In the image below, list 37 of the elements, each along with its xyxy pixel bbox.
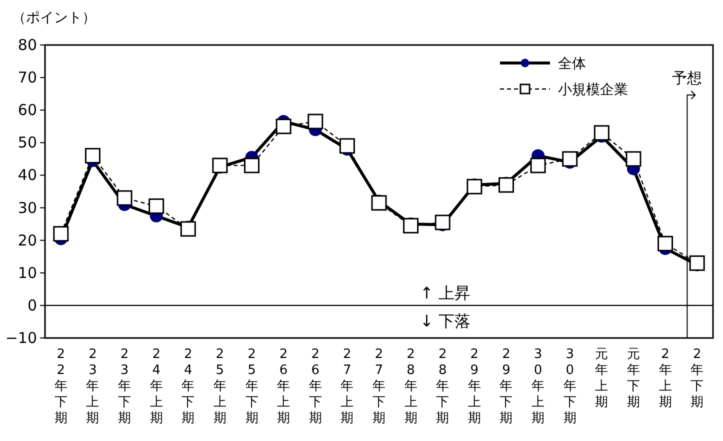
x-tick-label: 25年下期 [245, 347, 258, 426]
x-tick-label: 27年下期 [372, 347, 386, 426]
y-tick-label: 30 [18, 198, 37, 217]
y-tick-label: 0 [27, 296, 37, 314]
x-tick-label: 23年下期 [118, 347, 132, 426]
x-tick-label: 29年上期 [468, 347, 481, 426]
x-tick-label: 26年下期 [308, 347, 322, 426]
y-tick-label: 10 [18, 264, 37, 282]
x-tick-label: 29年下期 [500, 347, 513, 426]
x-tick-label: 元年上期 [595, 347, 608, 410]
x-tick-label: 25年上期 [213, 347, 226, 426]
x-tick-label: 2年上期 [658, 347, 672, 410]
x-tick-label: 2年下期 [690, 347, 704, 410]
x-tick-label: 23年上期 [86, 347, 100, 426]
x-tick-label: 元年下期 [626, 347, 640, 410]
y-axis-title: （ポイント） [12, 10, 96, 26]
x-tick-label: 24年下期 [182, 347, 195, 426]
legend-label: 全体 [558, 56, 586, 72]
y-tick-label: 80 [18, 36, 37, 54]
x-tick-label: 30年下期 [563, 347, 576, 426]
x-tick-label: 30年上期 [532, 347, 545, 426]
x-tick-label: 22年下期 [54, 347, 68, 426]
x-tick-label: 24年上期 [150, 347, 163, 426]
x-tick-label: 28年上期 [404, 347, 418, 426]
y-tick-label: 70 [18, 68, 37, 87]
y-tick-label: 50 [18, 134, 37, 152]
x-tick-label: 28年下期 [436, 347, 450, 426]
y-tick-label: 60 [18, 101, 37, 120]
ref-line-label: 予想 [672, 69, 702, 87]
y-tick-label: −10 [5, 329, 37, 347]
legend-label: 小規模企業 [558, 82, 628, 98]
annotation: ↓ 下落 [420, 311, 470, 330]
x-tick-label: 27年上期 [340, 347, 354, 426]
y-tick-label: 20 [18, 231, 37, 250]
y-tick-label: 40 [18, 166, 37, 184]
annotation: ↑ 上昇 [420, 283, 470, 302]
x-tick-label: 26年上期 [277, 347, 290, 426]
